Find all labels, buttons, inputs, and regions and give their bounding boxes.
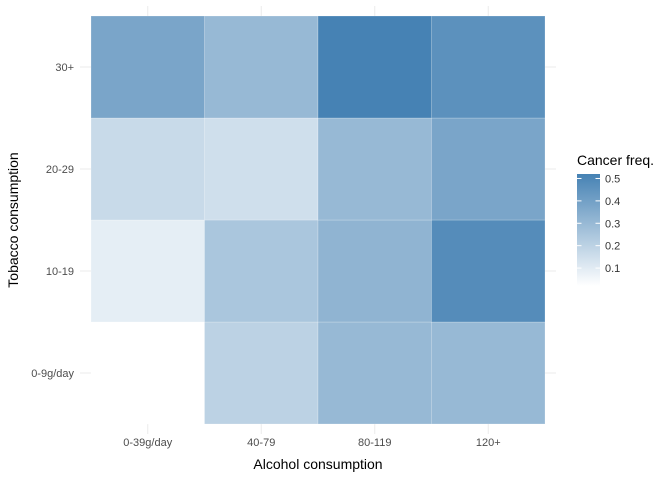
legend-ticks: 0.1 0.2 0.3 0.4 0.5 [577, 173, 620, 275]
heatmap-cell [204, 15, 319, 119]
legend: Cancer freq. 0.1 0.2 0.3 0.4 0.5 [577, 152, 654, 286]
heatmap-cell [90, 219, 205, 323]
heatmap-cell [431, 117, 546, 221]
heatmap-cell [90, 321, 205, 425]
x-tick-label: 80-119 [358, 437, 391, 449]
heatmap-cell [431, 219, 546, 323]
heatmap-cell [317, 321, 432, 425]
legend-tick-label: 0.2 [605, 241, 620, 253]
legend-tick-label: 0.3 [605, 218, 620, 230]
legend-title: Cancer freq. [577, 152, 654, 168]
y-axis-title: Tobacco consumption [5, 152, 21, 287]
legend-tick-label: 0.4 [605, 196, 620, 208]
heatmap-cell [431, 321, 546, 425]
legend-color-bar [577, 174, 600, 286]
y-tick-label: 30+ [55, 62, 74, 74]
heatmap-cell [204, 219, 319, 323]
heatmap-cell [90, 117, 205, 221]
y-axis-ticks: 0-9g/day 10-19 20-29 30+ [31, 62, 74, 380]
legend-tick-label: 0.1 [605, 263, 620, 275]
legend-tick-label: 0.5 [605, 173, 620, 185]
heatmap-cell [317, 219, 432, 323]
y-tick-label: 20-29 [46, 164, 74, 176]
x-tick-label: 40-79 [247, 437, 275, 449]
heatmap-cell [317, 117, 432, 221]
y-tick-label: 10-19 [46, 266, 74, 278]
x-axis-title: Alcohol consumption [253, 456, 382, 472]
x-tick-label: 120+ [476, 437, 501, 449]
x-tick-label: 0-39g/day [123, 437, 172, 449]
y-tick-label: 0-9g/day [31, 368, 74, 380]
heatmap-cell [204, 117, 319, 221]
x-axis-ticks: 0-39g/day 40-79 80-119 120+ [123, 437, 500, 449]
heatmap-cell [90, 15, 205, 119]
heatmap-cell [317, 15, 432, 119]
heatmap-cell [431, 15, 546, 119]
heatmap-cell [204, 321, 319, 425]
heatmap-tiles [90, 15, 546, 425]
